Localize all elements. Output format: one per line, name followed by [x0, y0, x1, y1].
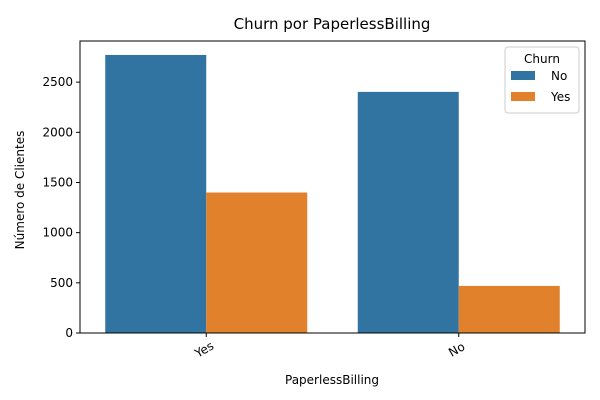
- y-tick-label: 1000: [42, 226, 73, 240]
- y-axis-label: Número de Clientes: [13, 131, 27, 250]
- legend: Churn No Yes: [504, 46, 580, 114]
- x-tick-label: No: [446, 339, 467, 359]
- y-tick-label: 2000: [42, 125, 73, 139]
- axes-frame: [79, 40, 586, 334]
- legend-swatch-yes: [511, 92, 535, 101]
- legend-swatch-no: [511, 71, 535, 80]
- x-axis-label: PaperlessBilling: [285, 373, 379, 387]
- y-tick-label: 1500: [42, 175, 73, 189]
- legend-title: Churn: [524, 52, 560, 66]
- y-tick-label: 0: [65, 326, 73, 340]
- bar-yes-yes: [206, 192, 308, 333]
- x-tick-label: Yes: [191, 339, 216, 361]
- bar-no-yes: [458, 285, 560, 333]
- bar-no-no: [357, 91, 459, 333]
- bar-yes-no: [105, 54, 207, 334]
- chart-title: Churn por PaperlessBilling: [234, 15, 431, 33]
- legend-label-no: No: [551, 69, 567, 83]
- y-tick-label: 500: [50, 276, 73, 290]
- y-tick-label: 2500: [42, 75, 73, 89]
- plot-area: 0 500 1000 1500 2000 2500 Yes No: [42, 40, 586, 361]
- legend-label-yes: Yes: [550, 90, 570, 104]
